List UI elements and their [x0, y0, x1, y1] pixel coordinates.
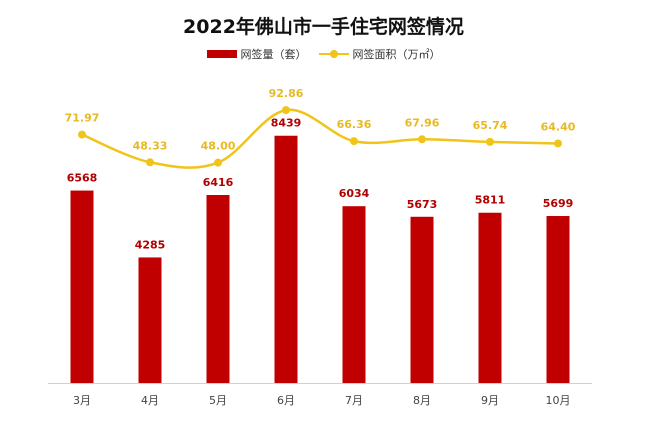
legend-label-line: 网签面积（万㎡） [352, 48, 441, 61]
bar-value-label: 6568 [67, 172, 98, 185]
chart-title: 2022年佛山市一手住宅网签情况 [183, 16, 464, 38]
line-value-label: 48.00 [201, 140, 236, 153]
line-value-label: 66.36 [337, 118, 372, 131]
legend-item-bar: 网签量（套） [206, 46, 307, 62]
line-point [146, 158, 154, 167]
legend-label-bar: 网签量（套） [240, 48, 307, 61]
bar-value-label: 5699 [543, 197, 574, 210]
x-tick-label: 5月 [209, 394, 227, 407]
line-value-label: 92.86 [269, 87, 304, 100]
bar-value-label: 5811 [475, 194, 506, 207]
x-tick-label: 10月 [546, 394, 571, 407]
x-tick-label: 6月 [277, 394, 295, 407]
line-value-label: 64.40 [541, 120, 576, 133]
bar [138, 257, 162, 383]
chart-legend: 网签量（套） 网签面积（万㎡） [0, 46, 647, 62]
line-point [418, 135, 426, 144]
bar [70, 190, 94, 383]
bar [274, 135, 298, 383]
line-point [486, 137, 494, 146]
bar [546, 216, 570, 383]
legend-item-line: 网签面积（万㎡） [318, 46, 441, 62]
x-tick-label: 9月 [481, 394, 499, 407]
line-series-path [81, 108, 559, 169]
line-point [214, 158, 222, 167]
legend-line-swatch [318, 49, 349, 59]
x-tick-label: 4月 [141, 394, 159, 407]
bar-value-label: 5673 [407, 198, 438, 211]
line-point [78, 130, 86, 139]
bar [410, 216, 434, 383]
line-value-label: 65.74 [473, 119, 508, 132]
line-point [554, 139, 562, 148]
line-point [282, 106, 290, 115]
bar-value-label: 4285 [135, 238, 166, 251]
bar-value-label: 6416 [203, 176, 234, 189]
line-point [350, 137, 358, 146]
line-value-label: 67.96 [405, 116, 440, 129]
bar-value-label: 8439 [271, 117, 302, 130]
bar-value-label: 6034 [339, 187, 370, 200]
x-tick-label: 8月 [413, 394, 431, 407]
legend-bar-swatch [206, 50, 237, 58]
bar [206, 195, 230, 383]
line-value-label: 48.33 [133, 139, 168, 152]
line-value-label: 71.97 [65, 112, 100, 125]
bar [342, 206, 366, 383]
x-tick-label: 3月 [73, 394, 91, 407]
bar [478, 212, 502, 383]
x-tick-label: 7月 [345, 394, 363, 407]
